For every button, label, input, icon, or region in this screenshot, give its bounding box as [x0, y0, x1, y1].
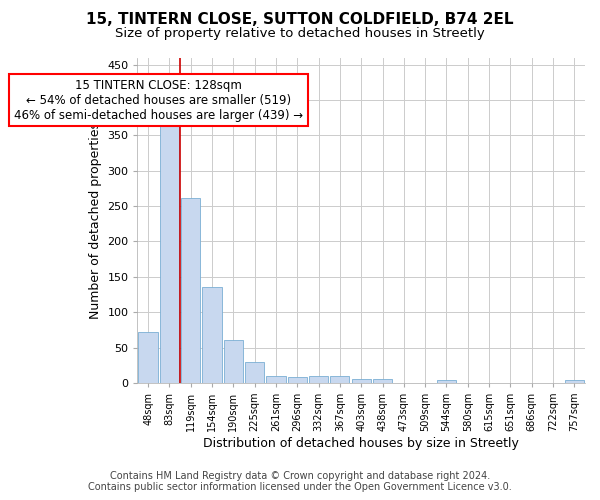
- Bar: [245, 362, 264, 383]
- Bar: [373, 380, 392, 383]
- Text: Contains HM Land Registry data © Crown copyright and database right 2024.
Contai: Contains HM Land Registry data © Crown c…: [88, 471, 512, 492]
- Bar: [160, 116, 179, 383]
- Bar: [266, 376, 286, 383]
- Bar: [331, 376, 349, 383]
- Y-axis label: Number of detached properties: Number of detached properties: [89, 122, 102, 318]
- Bar: [139, 332, 158, 383]
- Bar: [202, 286, 221, 383]
- Bar: [437, 380, 456, 383]
- Text: Size of property relative to detached houses in Streetly: Size of property relative to detached ho…: [115, 28, 485, 40]
- X-axis label: Distribution of detached houses by size in Streetly: Distribution of detached houses by size …: [203, 437, 519, 450]
- Bar: [565, 380, 584, 383]
- Bar: [181, 198, 200, 383]
- Text: 15, TINTERN CLOSE, SUTTON COLDFIELD, B74 2EL: 15, TINTERN CLOSE, SUTTON COLDFIELD, B74…: [86, 12, 514, 28]
- Text: 15 TINTERN CLOSE: 128sqm
← 54% of detached houses are smaller (519)
46% of semi-: 15 TINTERN CLOSE: 128sqm ← 54% of detach…: [14, 78, 303, 122]
- Bar: [224, 340, 243, 383]
- Bar: [309, 376, 328, 383]
- Bar: [352, 378, 371, 383]
- Bar: [287, 376, 307, 383]
